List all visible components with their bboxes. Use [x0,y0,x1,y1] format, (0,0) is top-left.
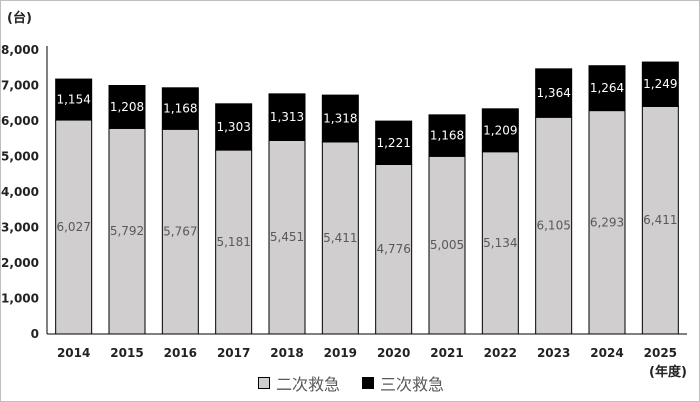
data-label-secondary: 4,776 [376,242,410,256]
data-label-tertiary: 1,221 [376,136,410,150]
bar-tertiary [641,61,679,107]
bar-tertiary [428,114,466,157]
bar-tertiary [535,68,573,118]
data-label-secondary: 5,792 [110,224,144,238]
data-label-tertiary: 1,318 [323,112,357,126]
data-label-tertiary: 1,168 [430,129,464,143]
bar-secondary [641,105,679,335]
bar-tertiary [268,93,306,141]
data-label-tertiary: 1,208 [110,100,144,114]
legend-label-secondary: 二次救急 [275,375,340,394]
x-tick-label: 2020 [377,346,410,360]
data-label-secondary: 5,451 [270,230,304,244]
bar-secondary [481,151,519,335]
bar-tertiary [321,94,359,143]
y-tick-label: 2,000 [1,256,39,270]
data-label-secondary: 5,767 [163,225,197,239]
y-tick-label: 6,000 [1,114,39,128]
x-tick-label: 2014 [57,346,90,360]
x-tick-label: 2017 [217,346,250,360]
x-tick-label: 2023 [537,346,570,360]
y-tick-label: 7,000 [1,79,39,93]
x-axis-unit: (年度) [649,365,687,380]
legend-swatch-tertiary [362,377,374,389]
data-label-secondary: 6,411 [643,213,677,227]
bar-secondary [535,116,573,335]
bar-tertiary [215,103,253,151]
data-label-secondary: 6,027 [56,220,90,234]
data-label-secondary: 6,105 [536,219,570,233]
data-label-tertiary: 1,303 [216,120,250,134]
x-tick-label: 2015 [110,346,143,360]
y-axis-unit: (台) [7,11,32,26]
x-tick-label: 2016 [164,346,197,360]
data-label-secondary: 5,005 [430,238,464,252]
y-tick-label: 5,000 [1,150,39,164]
x-tick-label: 2022 [484,346,517,360]
data-label-secondary: 5,411 [323,231,357,245]
data-label-tertiary: 1,209 [483,123,517,137]
x-tick-label: 2024 [590,346,623,360]
bar-tertiary [588,65,626,112]
data-label-tertiary: 1,249 [643,77,677,91]
x-tick-label: 2019 [324,346,357,360]
y-tick-label: 0 [31,327,39,341]
bar-tertiary [55,78,93,121]
y-tick-label: 3,000 [1,221,39,235]
bar-tertiary [108,85,146,129]
data-label-tertiary: 1,313 [270,110,304,124]
x-tick-label: 2018 [270,346,303,360]
bar-tertiary [375,120,413,165]
x-tick-label: 2021 [430,346,463,360]
legend-label-tertiary: 三次救急 [380,375,445,394]
data-label-secondary: 6,293 [590,215,624,229]
y-tick-label: 1,000 [1,292,39,306]
data-label-tertiary: 1,264 [590,81,624,95]
data-label-tertiary: 1,154 [56,93,90,107]
data-label-secondary: 5,134 [483,236,517,250]
legend-item-tertiary: 三次救急 [362,371,444,395]
bar-tertiary [161,87,199,130]
legend: 二次救急 三次救急 [1,371,700,395]
bar-secondary [55,119,93,335]
legend-item-secondary: 二次救急 [257,371,340,395]
bar-secondary [588,110,626,335]
data-label-secondary: 5,181 [216,235,250,249]
bar-secondary [321,141,359,335]
data-label-tertiary: 1,168 [163,102,197,116]
y-tick-label: 8,000 [1,43,39,57]
y-tick-label: 4,000 [1,185,39,199]
bar-tertiary [481,108,519,153]
data-label-tertiary: 1,364 [536,86,570,100]
legend-swatch-secondary [257,377,270,389]
x-tick-label: 2025 [644,346,677,360]
